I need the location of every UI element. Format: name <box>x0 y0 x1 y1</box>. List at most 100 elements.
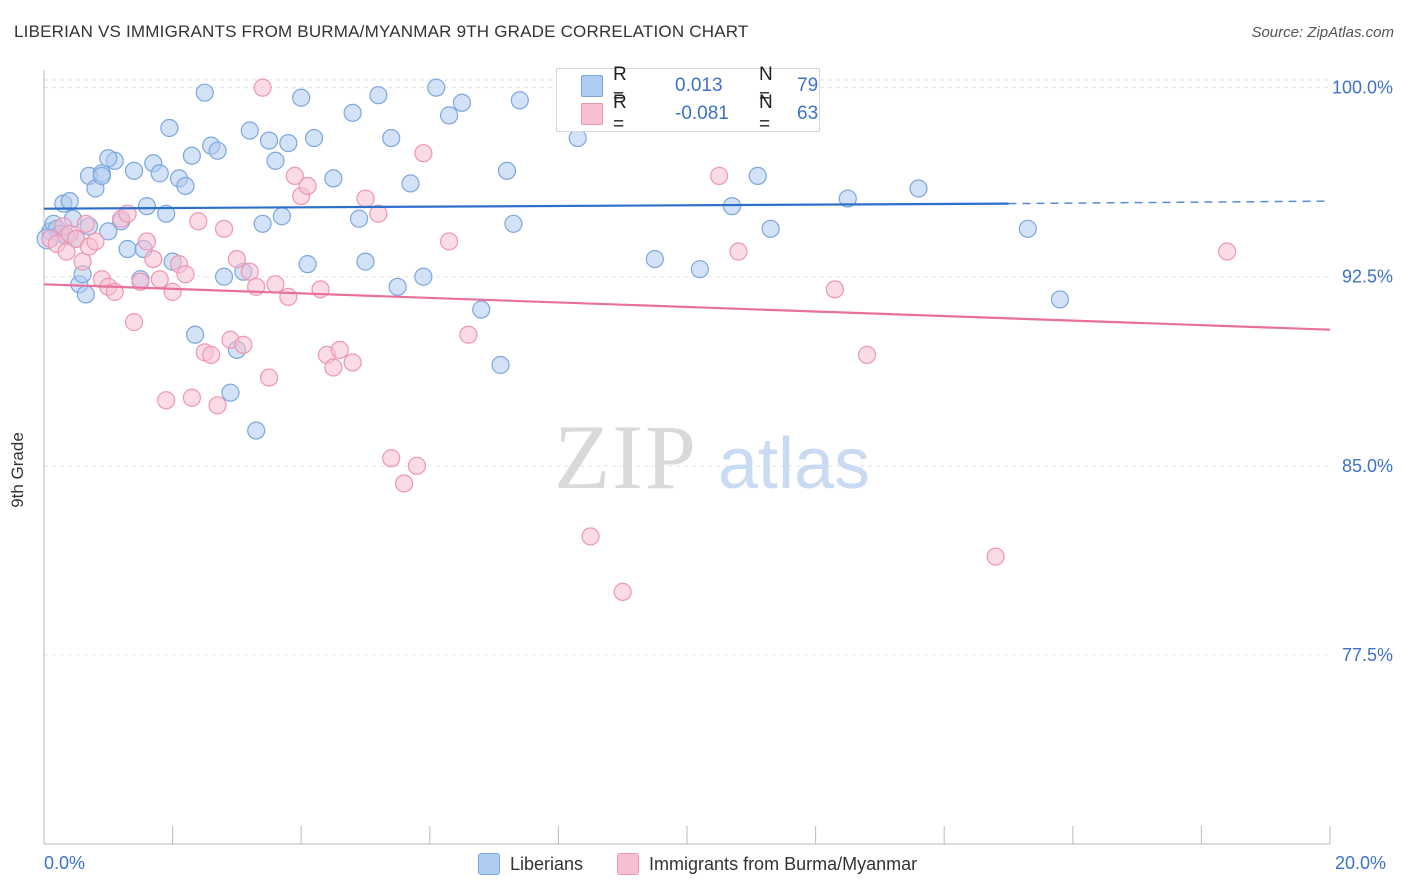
legend-r-label: R = <box>613 64 627 107</box>
point-burma <box>298 176 317 196</box>
stats-legend: R = 0.013 N = 79 R = -0.081 N = 63 <box>556 64 820 135</box>
point-liberians <box>304 128 324 148</box>
point-liberians <box>690 260 709 279</box>
legend-swatch-pink <box>617 853 640 875</box>
point-liberians <box>150 164 169 183</box>
trend-line-burma <box>43 283 1331 331</box>
point-liberians <box>253 214 272 233</box>
y-tick-label: 92.5% <box>1342 267 1393 287</box>
point-burma <box>394 474 414 493</box>
point-burma <box>414 144 433 163</box>
point-burma <box>259 368 279 387</box>
y-tick-label: 100.0% <box>1332 78 1393 98</box>
point-burma <box>137 232 156 251</box>
point-liberians <box>292 88 311 107</box>
point-liberians <box>491 355 510 375</box>
point-burma <box>439 232 459 251</box>
point-burma <box>330 340 349 359</box>
series-liberians-points <box>36 78 1070 440</box>
point-liberians <box>401 174 420 193</box>
point-burma <box>857 345 877 364</box>
point-liberians <box>504 214 523 233</box>
point-liberians <box>645 249 664 269</box>
point-liberians <box>427 78 446 97</box>
point-liberians <box>118 239 137 259</box>
chart-title: LIBERIAN VS IMMIGRANTS FROM BURMA/MYANMA… <box>14 22 749 41</box>
point-burma <box>710 166 729 185</box>
point-burma <box>163 282 182 301</box>
legend-swatch-blue <box>581 75 603 97</box>
axes <box>43 70 1331 845</box>
point-liberians <box>452 93 472 112</box>
point-burma <box>76 214 95 233</box>
trend-lines <box>43 200 1331 331</box>
y-tick-labels: 77.5% 85.0% 92.5% 100.0% <box>1332 78 1393 665</box>
point-liberians <box>176 176 195 196</box>
legend-n-value: 63 <box>797 103 819 124</box>
point-burma <box>285 166 304 185</box>
point-liberians <box>838 189 857 208</box>
legend-r-value: -0.081 <box>675 103 729 124</box>
point-burma <box>144 249 163 269</box>
point-liberians <box>909 179 928 198</box>
point-burma <box>986 547 1005 566</box>
point-liberians <box>195 83 214 102</box>
point-liberians <box>343 103 362 122</box>
point-burma <box>240 262 259 281</box>
legend-item-liberians[interactable]: Liberians <box>478 853 583 875</box>
point-liberians <box>92 166 111 185</box>
grid-lines <box>44 79 1330 656</box>
point-liberians <box>356 252 375 271</box>
point-burma <box>86 232 105 251</box>
point-burma <box>613 582 632 601</box>
point-burma <box>118 204 137 223</box>
legend-n-label: N = <box>759 64 773 107</box>
point-burma <box>459 325 478 344</box>
point-liberians <box>214 267 234 286</box>
point-burma <box>266 275 285 294</box>
point-liberians <box>414 267 433 286</box>
legend-swatch-pink <box>581 103 603 125</box>
point-burma <box>581 527 600 546</box>
point-burma <box>227 249 246 269</box>
point-liberians <box>76 285 95 304</box>
series-legend: Liberians Immigrants from Burma/Myanmar <box>478 853 951 875</box>
point-liberians <box>510 91 529 110</box>
point-liberians <box>99 149 118 168</box>
point-burma <box>382 449 401 468</box>
legend-label-liberians: Liberians <box>510 853 584 874</box>
point-burma <box>208 396 227 415</box>
point-burma <box>825 280 844 299</box>
point-burma <box>57 242 76 261</box>
point-burma <box>369 204 388 223</box>
point-liberians <box>247 421 266 440</box>
point-liberians <box>1018 219 1037 238</box>
legend-swatch-blue <box>478 853 500 875</box>
point-liberians <box>388 277 407 296</box>
point-liberians <box>1050 290 1070 309</box>
point-burma <box>729 242 748 261</box>
point-liberians <box>369 86 388 105</box>
point-liberians <box>272 207 292 226</box>
point-burma <box>343 353 362 372</box>
trend-line-liberians <box>43 202 1009 210</box>
point-burma <box>214 219 234 238</box>
point-liberians <box>99 222 118 241</box>
point-burma <box>356 189 375 208</box>
point-burma <box>279 287 298 307</box>
point-liberians <box>221 383 240 402</box>
point-liberians <box>382 128 401 148</box>
legend-item-burma[interactable]: Immigrants from Burma/Myanmar <box>617 853 917 875</box>
point-liberians <box>182 146 201 165</box>
legend-label-burma: Immigrants from Burma/Myanmar <box>649 853 918 874</box>
point-burma <box>324 358 343 377</box>
point-liberians <box>240 121 259 140</box>
point-liberians <box>324 169 343 188</box>
y-tick-label: 77.5% <box>1342 645 1393 665</box>
point-liberians <box>439 106 459 125</box>
point-liberians <box>472 300 491 319</box>
point-burma <box>124 313 144 332</box>
point-burma <box>253 78 272 97</box>
point-liberians <box>124 161 144 180</box>
